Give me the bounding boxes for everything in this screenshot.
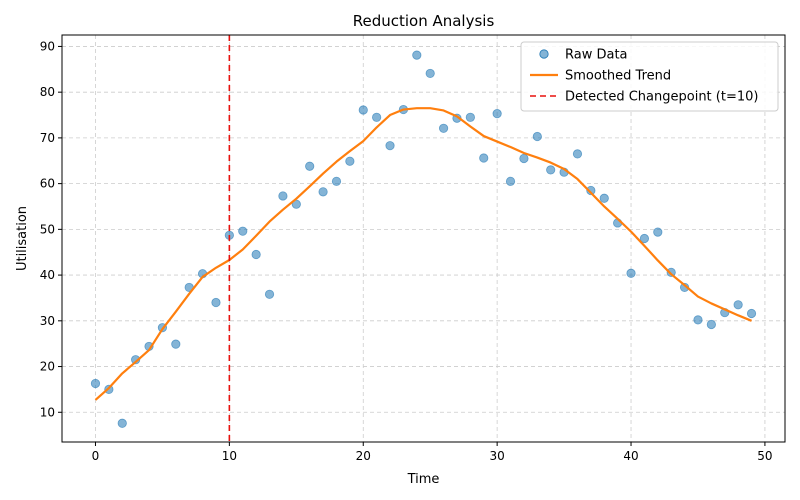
- raw-data-point: [706, 319, 716, 330]
- y-axis-label: Utilisation: [15, 206, 30, 271]
- raw-data-point: [318, 187, 328, 197]
- raw-data-point: [572, 149, 583, 159]
- raw-data-point: [211, 297, 221, 308]
- raw-data-point: [746, 308, 757, 319]
- raw-data-point: [626, 268, 636, 278]
- raw-data-point: [90, 378, 101, 389]
- raw-data-point: [171, 339, 181, 349]
- x-tick-label: 30: [489, 449, 504, 463]
- raw-data-point: [412, 50, 422, 60]
- plot-area: [90, 35, 757, 442]
- x-axis-label: Time: [407, 472, 440, 487]
- legend-label-changepoint: Detected Changepoint (t=10): [565, 90, 758, 105]
- raw-data-point: [345, 156, 355, 166]
- raw-data-point: [639, 233, 650, 244]
- legend-label-smoothed-trend: Smoothed Trend: [565, 69, 671, 84]
- raw-data-point: [599, 193, 609, 203]
- y-tick-label: 70: [40, 131, 55, 145]
- raw-data-point: [331, 176, 342, 186]
- x-tick-label: 40: [623, 449, 638, 463]
- raw-data-point: [479, 153, 489, 163]
- raw-data-point: [278, 191, 288, 201]
- raw-data-point: [693, 315, 703, 325]
- plot-frame: [61, 34, 786, 443]
- raw-data-point: [264, 289, 275, 299]
- raw-data-point: [305, 161, 315, 171]
- raw-data-point: [666, 267, 676, 277]
- x-tick-label: 0: [92, 449, 100, 463]
- y-tick-label: 90: [40, 39, 55, 53]
- raw-data-point: [546, 165, 556, 175]
- raw-data-point: [653, 227, 663, 237]
- raw-data-point: [117, 418, 127, 428]
- x-tick-label: 50: [757, 449, 772, 463]
- raw-data-point: [733, 300, 743, 310]
- raw-data-point: [425, 68, 435, 79]
- raw-data-point: [465, 112, 475, 122]
- raw-data-point: [372, 112, 382, 122]
- legend-box: [520, 41, 779, 112]
- x-tick-label: 10: [222, 449, 237, 463]
- y-tick-label: 60: [40, 177, 55, 191]
- raw-data-point: [492, 109, 502, 119]
- y-tick-label: 40: [40, 268, 55, 282]
- y-tick-label: 80: [40, 85, 55, 99]
- legend-marker-raw-data: [539, 49, 549, 59]
- legend: Raw Data Smoothed Trend Detected Changep…: [520, 41, 779, 112]
- raw-data-point: [358, 105, 368, 115]
- chart-title: Reduction Analysis: [353, 12, 495, 30]
- axis-ticks: 0 10 20 30 40 50 10 20 30 40 50 60 70 80 90: [40, 39, 773, 463]
- y-tick-label: 10: [40, 405, 55, 419]
- raw-data-point: [505, 176, 516, 186]
- x-tick-label: 20: [356, 449, 371, 463]
- y-tick-label: 30: [40, 314, 55, 328]
- raw-data-point: [438, 123, 449, 133]
- legend-label-raw-data: Raw Data: [565, 48, 628, 63]
- y-tick-label: 50: [40, 222, 55, 236]
- raw-data-point: [251, 249, 261, 260]
- raw-data-point: [519, 153, 529, 164]
- raw-data-point: [238, 226, 248, 236]
- raw-data-point: [385, 141, 395, 151]
- raw-data-point: [532, 131, 542, 142]
- smoothed-trend-line: [94, 107, 752, 401]
- raw-data-point: [586, 185, 596, 196]
- y-tick-label: 20: [40, 360, 55, 374]
